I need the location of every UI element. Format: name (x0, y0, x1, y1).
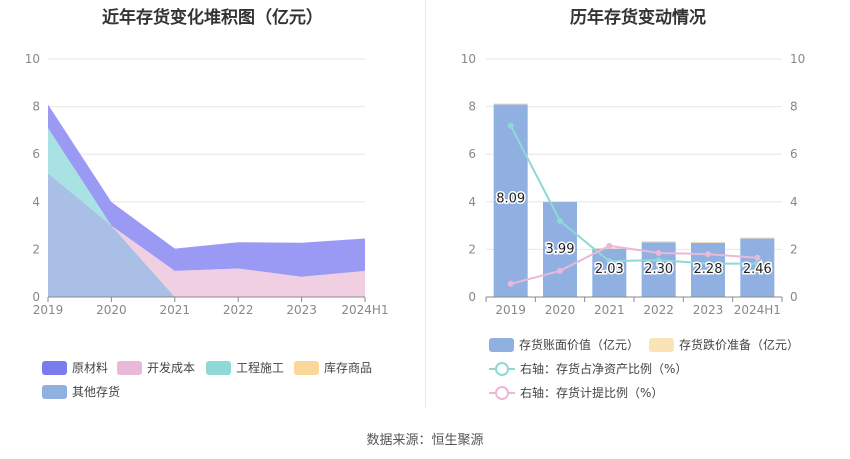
legend-item-impairment[interactable]: 存货跌价准备（亿元） (649, 336, 799, 353)
line-provision-ratio (510, 244, 758, 285)
legend-label-development-cost: 开发成本 (147, 361, 196, 375)
left-chart-legend: 原材料 开发成本 工程施工 库存商品 其他存货 (0, 0, 425, 410)
point-net-asset-ratio (705, 260, 711, 267)
bar-line-combo-chart: 0 0 2 2 4 4 6 6 8 8 10 10 2019 2020 2021 2022 2023 2024H1… (461, 52, 806, 317)
y-tick-label: 0 (32, 290, 40, 304)
y-left-tick-label: 0 (468, 290, 476, 304)
legend-item-other-inventory[interactable]: 其他存货 (42, 383, 120, 400)
y-left-tick-label: 8 (468, 100, 476, 114)
point-net-asset-ratio (557, 217, 563, 224)
legend-swatch-raw-materials (42, 360, 67, 375)
y-tick-label: 8 (32, 100, 40, 114)
x-tick-label: 2019 (33, 303, 64, 317)
point-net-asset-ratio (754, 260, 761, 267)
x-tick-label: 2024H1 (341, 303, 388, 317)
y-tick-label: 10 (25, 52, 40, 66)
x-tick-label: 2022 (223, 303, 254, 317)
legend-swatch-net-asset-ratio (489, 361, 515, 376)
x-tick-label: 2020 (545, 303, 576, 317)
legend-item-raw-materials[interactable]: 原材料 (42, 359, 108, 376)
bar-impairment (740, 237, 775, 239)
bar-value-label: 8.09 (496, 191, 525, 206)
y-right-tick-label: 8 (790, 100, 798, 114)
bar-value-label: 2.46 (743, 262, 772, 277)
legend-label-impairment: 存货跌价准备（亿元） (679, 338, 800, 352)
left-chart-title: 近年存货变化堆积图（亿元） (102, 8, 323, 28)
point-provision-ratio (705, 251, 711, 258)
line-net-asset-ratio (509, 125, 758, 265)
legend-label-book-value: 存货账面价值（亿元） (519, 338, 640, 352)
area-原材料 (48, 104, 365, 277)
left-chart-panel: 近年存货变化堆积图（亿元） 0 2 4 6 8 10 2019 2020 2021 2022 202… (0, 0, 425, 410)
point-net-asset-ratio (507, 122, 514, 129)
legend-swatch-provision-ratio (489, 385, 515, 400)
point-provision-ratio (655, 249, 662, 256)
y-right-tick-label: 6 (790, 147, 798, 161)
legend-swatch-book-value (489, 337, 514, 352)
x-tick-label: 2023 (286, 303, 317, 317)
y-left-tick-label: 2 (468, 242, 476, 256)
legend-label-provision-ratio: 右轴：存货计提比例（%） (520, 386, 664, 400)
legend-label-raw-materials: 原材料 (72, 361, 109, 375)
legend-label-construction: 工程施工 (236, 361, 285, 375)
y-left-tick-label: 4 (468, 195, 476, 209)
legend-swatch-finished-goods (294, 360, 319, 375)
point-provision-ratio (606, 242, 613, 249)
x-tick-label: 2023 (693, 303, 724, 317)
x-tick-label: 2019 (495, 303, 526, 317)
panel-divider (425, 0, 426, 408)
point-provision-ratio (754, 254, 761, 261)
y-left-tick-label: 6 (468, 147, 476, 161)
y-right-tick-label: 0 (790, 290, 798, 304)
bar-book-value (740, 238, 775, 297)
right-chart-legend: 存货账面价值（亿元） 存货跌价准备（亿元） 右轴：存货占净资产比例（%） 右轴：… (426, 0, 850, 410)
y-tick-label: 6 (32, 147, 40, 161)
y-right-tick-label: 10 (790, 52, 805, 66)
bar-impairment (543, 201, 577, 203)
legend-label-other-inventory: 其他存货 (72, 385, 121, 399)
legend-swatch-other-inventory (42, 384, 67, 399)
area-其他存货 (48, 173, 365, 297)
legend-item-net-asset-ratio[interactable]: 右轴：存货占净资产比例（%） (489, 360, 687, 377)
y-right-tick-label: 4 (790, 195, 798, 209)
x-tick-label: 2021 (160, 303, 191, 317)
legend-item-book-value[interactable]: 存货账面价值（亿元） (489, 336, 639, 353)
area-开发成本 (48, 173, 365, 297)
y-tick-label: 2 (32, 242, 40, 256)
stacked-area-chart: 0 2 4 6 8 10 2019 2020 2021 2022 2023 2024H1 (25, 52, 389, 317)
legend-label-finished-goods: 库存商品 (324, 361, 373, 375)
bar-impairment (641, 241, 676, 243)
right-chart-panel: 历年存货变动情况 0 0 2 2 4 4 6 6 8 8 10 10 2019 2020 2021 2022 2… (426, 0, 850, 410)
bar-impairment (493, 103, 528, 105)
bar-book-value (493, 104, 528, 297)
data-source-footer: 数据来源：恒生聚源 (366, 433, 484, 448)
legend-item-development-cost[interactable]: 开发成本 (117, 359, 195, 376)
bar-value-label: 2.30 (644, 262, 673, 277)
bar-value-label: 2.28 (694, 262, 723, 277)
legend-item-construction[interactable]: 工程施工 (206, 359, 284, 376)
x-tick-label: 2022 (643, 303, 674, 317)
legend-swatch-development-cost (117, 360, 142, 375)
legend-item-finished-goods[interactable]: 库存商品 (294, 359, 372, 376)
bar-book-value (592, 248, 627, 297)
point-net-asset-ratio (655, 257, 662, 264)
point-provision-ratio (507, 280, 514, 287)
legend-label-net-asset-ratio: 右轴：存货占净资产比例（%） (520, 362, 688, 376)
x-tick-label: 2024H1 (734, 303, 781, 317)
bar-value-label: 3.99 (546, 242, 575, 257)
y-left-tick-label: 10 (461, 52, 476, 66)
y-tick-label: 4 (32, 195, 40, 209)
x-tick-label: 2020 (96, 303, 127, 317)
y-right-tick-label: 2 (790, 242, 798, 256)
legend-item-provision-ratio[interactable]: 右轴：存货计提比例（%） (489, 384, 663, 401)
right-chart-title: 历年存货变动情况 (570, 8, 706, 28)
legend-swatch-impairment (649, 337, 674, 352)
point-net-asset-ratio (606, 258, 613, 265)
x-tick-label: 2021 (594, 303, 625, 317)
point-provision-ratio (557, 267, 563, 274)
bar-impairment (691, 241, 725, 243)
bar-value-label: 2.03 (595, 262, 624, 277)
legend-swatch-construction (206, 360, 231, 375)
